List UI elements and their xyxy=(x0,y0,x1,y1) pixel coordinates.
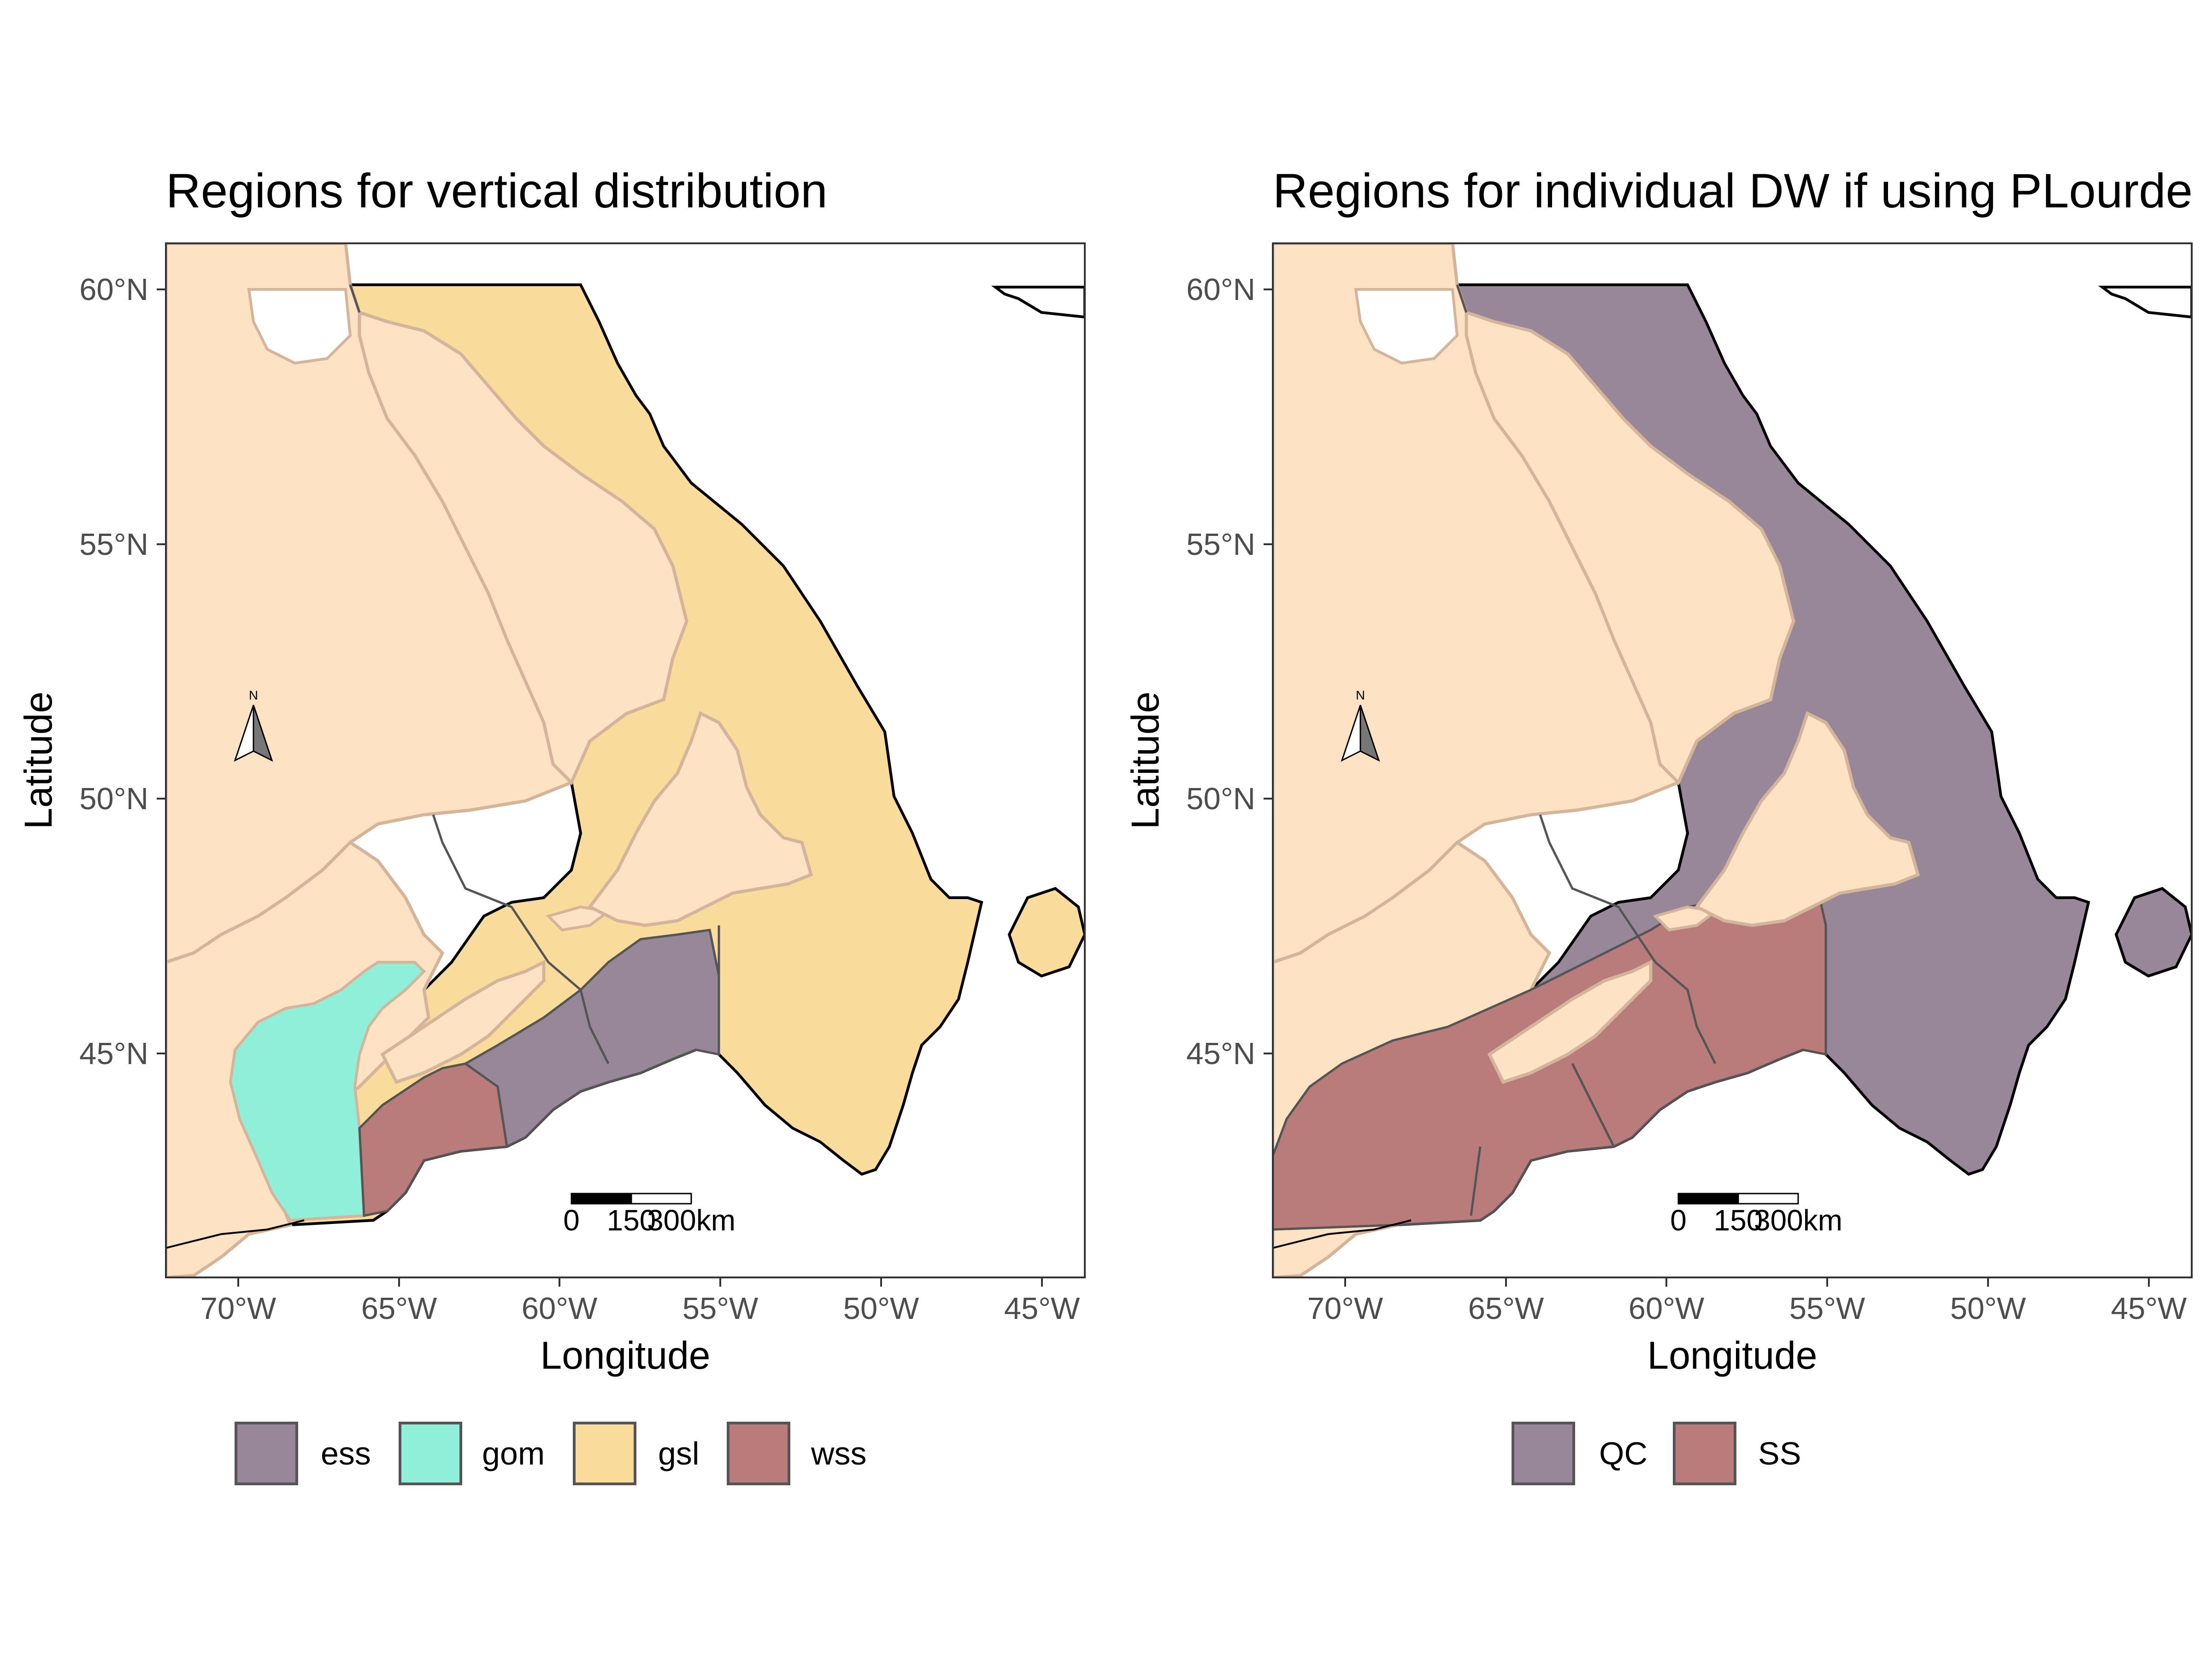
left-y-axis-label: Latitude xyxy=(17,692,60,830)
left-panel-border xyxy=(165,242,1086,1278)
right-map-area: N 0 150 300km xyxy=(1273,243,2192,1277)
legend-key-gsl xyxy=(573,1422,636,1485)
region-boundaries xyxy=(349,284,720,1065)
right-x-axis-label: Longitude xyxy=(1647,1334,1817,1377)
scale-label-150: 150 xyxy=(607,1204,656,1237)
right-lat-tick-60N: 60°N xyxy=(1186,272,1255,307)
right-lon-tick-45W: 45°W xyxy=(2111,1291,2187,1326)
legend-label-SS: SS xyxy=(1758,1435,1801,1471)
legend-key-SS xyxy=(1673,1422,1736,1485)
right-lon-tick-65W: 65°W xyxy=(1468,1291,1544,1326)
north-arrow: N xyxy=(234,688,273,762)
region-boundaries xyxy=(1456,284,1827,1216)
scale-label-0: 0 xyxy=(1670,1204,1687,1237)
legend-label-ess: ess xyxy=(321,1435,371,1471)
legend-label-gom: gom xyxy=(482,1435,545,1471)
north-arrow: N xyxy=(1341,688,1380,762)
north-arrow-label: N xyxy=(249,688,258,702)
scale-label-0: 0 xyxy=(563,1204,580,1237)
left-lat-ticks xyxy=(157,288,166,1054)
left-x-axis-label: Longitude xyxy=(540,1334,710,1377)
western-coast-strip xyxy=(166,1219,305,1249)
right-lon-tick-70W: 70°W xyxy=(1307,1291,1383,1326)
right-lat-tick-50N: 50°N xyxy=(1186,782,1255,816)
right-lon-tick-55W: 55°W xyxy=(1789,1291,1865,1326)
left-lon-tick-45W: 45°W xyxy=(1004,1291,1080,1326)
right-panel-title: Regions for individual DW if using PLour… xyxy=(1273,164,2193,218)
right-lon-tick-50W: 50°W xyxy=(1950,1291,2026,1326)
legend-key-ess xyxy=(235,1422,298,1485)
scale-label-300: 300km xyxy=(647,1204,735,1237)
left-lat-tick-55N: 55°N xyxy=(79,527,148,562)
legend-label-wss: wss xyxy=(811,1435,867,1471)
western-coast-strip xyxy=(1273,1219,1412,1249)
right-lat-tick-55N: 55°N xyxy=(1186,527,1255,562)
right-lon-tick-60W: 60°W xyxy=(1629,1291,1705,1326)
legend-key-wss xyxy=(727,1422,790,1485)
left-lat-tick-45N: 45°N xyxy=(79,1036,148,1071)
left-lon-tick-55W: 55°W xyxy=(682,1291,759,1326)
left-legend: ess gom gsl wss xyxy=(235,1422,867,1485)
right-lat-ticks xyxy=(1264,288,1273,1054)
left-lon-tick-50W: 50°W xyxy=(843,1291,919,1326)
right-panel: Regions for individual DW if using PLour… xyxy=(1124,164,2193,1485)
left-lat-tick-50N: 50°N xyxy=(79,782,148,816)
legend-label-gsl: gsl xyxy=(658,1435,699,1471)
left-lon-tick-60W: 60°W xyxy=(522,1291,598,1326)
right-legend: QC SS xyxy=(1512,1422,1801,1485)
left-panel-title: Regions for vertical distribution xyxy=(166,164,828,218)
right-panel-border xyxy=(1272,242,2193,1278)
scale-label-150: 150 xyxy=(1714,1204,1763,1237)
right-y-axis-label: Latitude xyxy=(1124,692,1167,830)
left-panel: Regions for vertical distribution xyxy=(17,164,1086,1485)
right-lat-tick-45N: 45°N xyxy=(1186,1036,1255,1071)
legend-label-QC: QC xyxy=(1599,1435,1647,1471)
left-lon-tick-65W: 65°W xyxy=(361,1291,437,1326)
legend-key-gom xyxy=(399,1422,462,1485)
scale-bar: 0 150 300km xyxy=(563,1193,735,1237)
scale-bar: 0 150 300km xyxy=(1670,1193,1842,1237)
north-arrow-label: N xyxy=(1356,688,1365,702)
left-lat-tick-60N: 60°N xyxy=(79,272,148,307)
left-lon-tick-70W: 70°W xyxy=(200,1291,276,1326)
left-lon-ticks xyxy=(237,1277,1043,1287)
legend-key-QC xyxy=(1512,1422,1575,1485)
left-map-area: N 0 150 300km xyxy=(166,243,1085,1277)
right-lon-ticks xyxy=(1344,1277,2150,1287)
scale-label-300: 300km xyxy=(1754,1204,1842,1237)
